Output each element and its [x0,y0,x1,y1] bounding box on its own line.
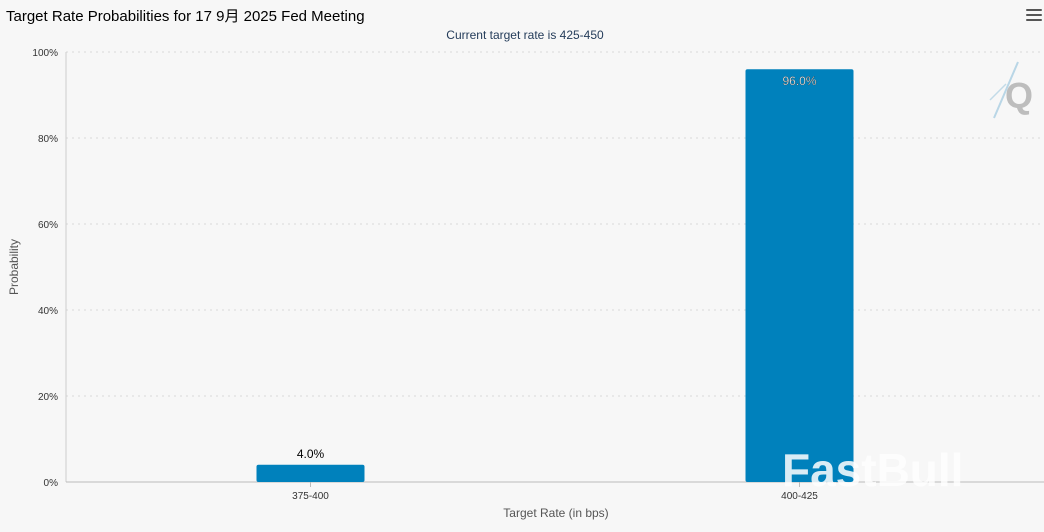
grid-lines [66,51,1044,397]
chart-title: Target Rate Probabilities for 17 9月 2025… [6,8,365,25]
data-labels: 4.0% 96.0% [297,74,817,461]
y-tick-label: 80% [38,134,58,145]
x-axis-title: Target Rate (in bps) [503,506,608,520]
chart-subtitle: Current target rate is 425-450 [446,28,604,42]
x-tick-labels: 375-400 400-425 [292,482,818,502]
bar-375-400[interactable] [256,464,365,482]
data-label: 4.0% [297,447,325,461]
y-tick-label: 20% [38,392,58,403]
y-tick-labels: 0% 20% 40% 60% 80% 100% [32,48,58,489]
y-tick-label: 60% [38,220,58,231]
fastbull-watermark: FastBull [782,444,963,496]
x-tick-label: 400-425 [781,491,818,502]
y-tick-label: 40% [38,306,58,317]
y-tick-label: 0% [44,478,59,489]
bar-400-425[interactable] [745,69,854,482]
svg-text:Q: Q [1005,75,1033,116]
hamburger-menu-icon[interactable] [1026,9,1042,23]
bars [256,69,854,482]
x-tick-label: 375-400 [292,491,329,502]
q-logo-watermark: Q [989,61,1033,119]
data-label: 96.0% [782,74,816,88]
y-axis-title: Probability [7,239,21,295]
y-tick-label: 100% [32,48,58,59]
